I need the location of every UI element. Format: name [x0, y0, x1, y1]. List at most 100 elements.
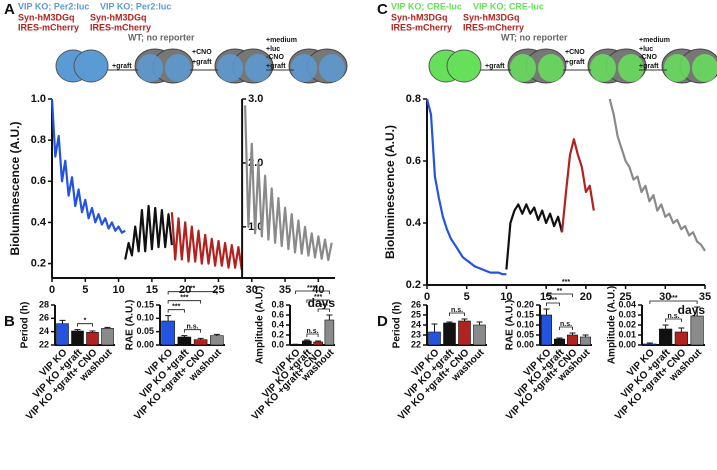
error-bar — [582, 334, 589, 337]
bar — [101, 328, 114, 346]
significance-label: *** — [172, 304, 180, 311]
step-label: +luc — [266, 46, 280, 53]
panel-letter: D — [377, 313, 388, 330]
significance-label: n.s. — [560, 321, 572, 328]
significance-label: n.s. — [186, 324, 198, 331]
error-bar — [694, 306, 701, 316]
dreadd-label: IRES-mCherry — [391, 22, 452, 32]
graft — [245, 54, 271, 82]
step-label: +graft — [266, 63, 286, 70]
significance-bracket — [306, 299, 330, 303]
significance-label: *** — [669, 295, 677, 302]
error-bar — [569, 332, 576, 335]
y-tick-label: 0.8 — [406, 93, 421, 105]
significance-label: n.s. — [451, 307, 463, 314]
series-line — [244, 105, 333, 262]
x-axis-label: days — [678, 303, 706, 317]
wt-label: WT; no reporter — [128, 32, 195, 42]
reporter-label: VIP KO; CRE-luc — [473, 1, 544, 11]
significance-label: * — [84, 318, 87, 325]
significance-label: n.s. — [667, 313, 679, 320]
error-bar — [678, 327, 685, 332]
y-axis-label: Amplitude (A.U.) — [607, 286, 618, 364]
x-tick-label: 20 — [179, 284, 191, 296]
error-bar — [165, 315, 172, 321]
significance-bracket — [167, 309, 185, 313]
y-tick-label: 24 — [411, 319, 421, 329]
y-tick-label: 0.10 — [516, 319, 534, 329]
reporter-label: VIP KO; Per2:luc — [100, 1, 171, 11]
series-line — [50, 98, 126, 234]
y-tick-label: 0.00 — [516, 339, 534, 349]
reporter-label: VIP KO; Per2:luc — [18, 1, 89, 11]
y-axis-label: RAE (A.U.) — [505, 300, 516, 351]
step-label: +CNO — [192, 49, 212, 56]
x-tick-label: 25 — [212, 284, 224, 296]
bar — [659, 328, 673, 346]
step-label: +graft — [485, 63, 505, 70]
significance-label: **** — [307, 285, 318, 292]
y-tick-label: 24 — [39, 326, 49, 336]
bar — [302, 340, 312, 346]
dreadd-label: Syn-hM3DGq — [18, 12, 75, 22]
error-bar — [315, 340, 322, 342]
y-tick-label: 0.05 — [136, 326, 154, 336]
bar — [313, 341, 323, 346]
graft — [319, 54, 345, 82]
y-axis-label: Bioluminescence (A.U.) — [8, 121, 22, 255]
bar — [443, 322, 456, 346]
y-axis-label: Amplitude (A.U.) — [255, 286, 266, 364]
wt-label: WT; no reporter — [501, 32, 568, 42]
bar — [210, 335, 224, 346]
x-tick-label: 10 — [112, 284, 124, 296]
x-tick-label: 5 — [464, 291, 470, 303]
y-tick-label: 0.6 — [271, 309, 284, 319]
significance-bracket — [546, 284, 586, 288]
graft — [692, 54, 717, 82]
significance-bracket — [306, 333, 319, 337]
significance-label: *** — [562, 279, 570, 286]
graft — [590, 54, 616, 82]
y-tick-label: 1.0 — [31, 93, 46, 105]
y-axis-label: RAE (A.U.) — [125, 300, 136, 351]
y-tick-label: 0.00 — [136, 339, 154, 349]
dreadd-label: Syn-hM3DGq — [463, 12, 520, 22]
bar — [193, 339, 208, 346]
y-tick-label: 0.15 — [136, 299, 154, 309]
graft — [538, 54, 564, 82]
brain-slice — [288, 48, 348, 84]
step-label: -CNO — [639, 54, 657, 61]
error-bar — [104, 326, 111, 329]
panel-letter: C — [377, 1, 388, 18]
brain-slice — [661, 48, 717, 84]
significance-bracket — [559, 326, 573, 330]
error-bar — [326, 314, 333, 320]
significance-bracket — [167, 300, 202, 304]
significance-label: n.s. — [306, 328, 318, 335]
step-label: +medium — [639, 37, 670, 44]
brain — [446, 49, 482, 83]
bar — [473, 324, 486, 346]
step-label: +luc — [639, 46, 653, 53]
error-bar — [543, 308, 550, 315]
significance-label: ** — [190, 286, 196, 293]
step-label: +graft — [639, 63, 659, 70]
brain-slice — [55, 49, 109, 83]
y2-tick-label: 3.0 — [248, 93, 263, 105]
y-tick-label: 0.10 — [136, 313, 154, 323]
error-bar — [59, 319, 66, 324]
x-tick-label: 5 — [82, 284, 88, 296]
x-tick-label: 35 — [279, 284, 291, 296]
y-tick-label: 0.04 — [618, 299, 636, 309]
error-bar — [303, 339, 310, 341]
series-line — [425, 98, 507, 276]
bar — [71, 330, 84, 346]
significance-bracket — [649, 300, 698, 304]
significance-bracket — [665, 318, 682, 322]
significance-bracket — [183, 329, 202, 333]
brain-slice — [507, 48, 567, 84]
y-axis-label: Period (h) — [20, 302, 31, 349]
x-tick-label: 20 — [580, 291, 592, 303]
graft — [618, 54, 644, 82]
